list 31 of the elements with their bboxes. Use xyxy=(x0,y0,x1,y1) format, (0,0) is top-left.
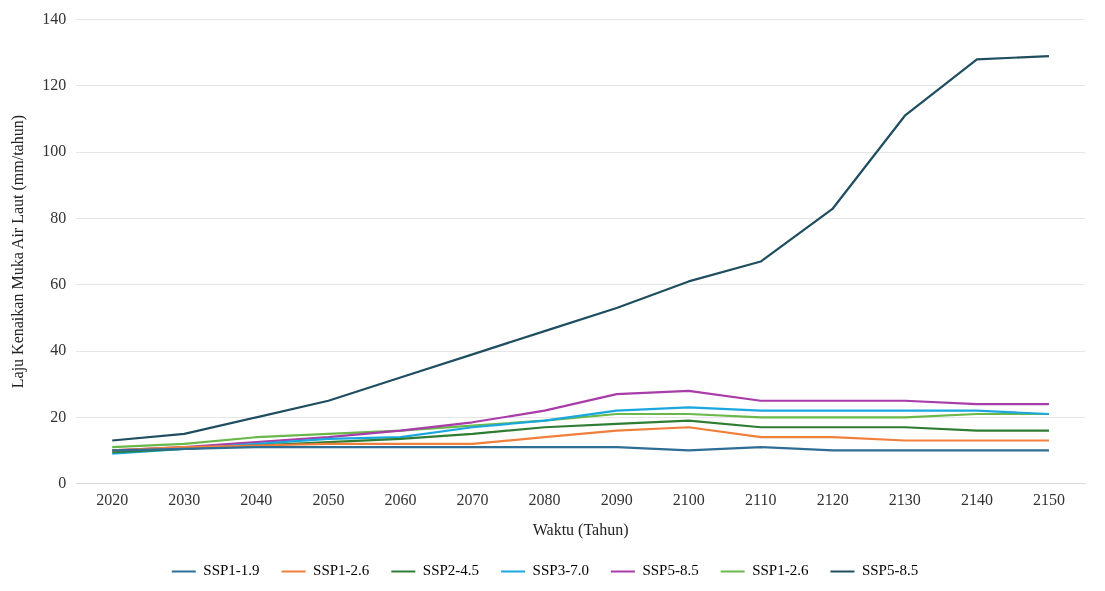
x-tick-label: 2090 xyxy=(600,491,633,509)
y-tick-label: 40 xyxy=(50,341,67,359)
x-tick-label: 2030 xyxy=(168,491,201,509)
legend-label: SSP2-4.5 xyxy=(422,562,480,579)
x-tick-label: 2150 xyxy=(1032,491,1065,509)
y-axis-title: Laju Kenaikan Muka Air Laut (mm/tahun) xyxy=(8,114,27,389)
legend-label: SSP1-2.6 xyxy=(313,562,370,579)
x-tick-label: 2100 xyxy=(672,491,705,509)
legend-label: SSP5-8.5 xyxy=(642,562,699,579)
y-tick-label: 100 xyxy=(42,142,67,160)
x-tick-label: 2070 xyxy=(456,491,489,509)
legend-label: SSP3-7.0 xyxy=(532,562,589,579)
legend-label: SSP1-1.9 xyxy=(203,562,260,579)
y-tick-label: 80 xyxy=(50,208,67,226)
y-tick-label: 20 xyxy=(50,407,67,425)
x-tick-label: 2130 xyxy=(888,491,921,509)
legend-label: SSP1-2.6 xyxy=(752,562,809,579)
x-tick-label: 2050 xyxy=(312,491,345,509)
y-tick-label: 60 xyxy=(50,274,67,292)
x-tick-label: 2020 xyxy=(96,491,129,509)
y-tick-label: 120 xyxy=(42,76,67,94)
x-axis-title: Waktu (Tahun) xyxy=(532,520,629,539)
y-tick-label: 140 xyxy=(42,9,67,27)
legend-label: SSP5-8.5 xyxy=(861,562,919,579)
x-tick-label: 2120 xyxy=(816,491,849,509)
x-tick-label: 2110 xyxy=(745,491,777,509)
x-tick-label: 2140 xyxy=(960,491,993,509)
y-tick-label: 0 xyxy=(58,473,67,491)
x-tick-label: 2080 xyxy=(528,491,561,509)
x-tick-label: 2040 xyxy=(240,491,273,509)
x-tick-label: 2060 xyxy=(384,491,417,509)
